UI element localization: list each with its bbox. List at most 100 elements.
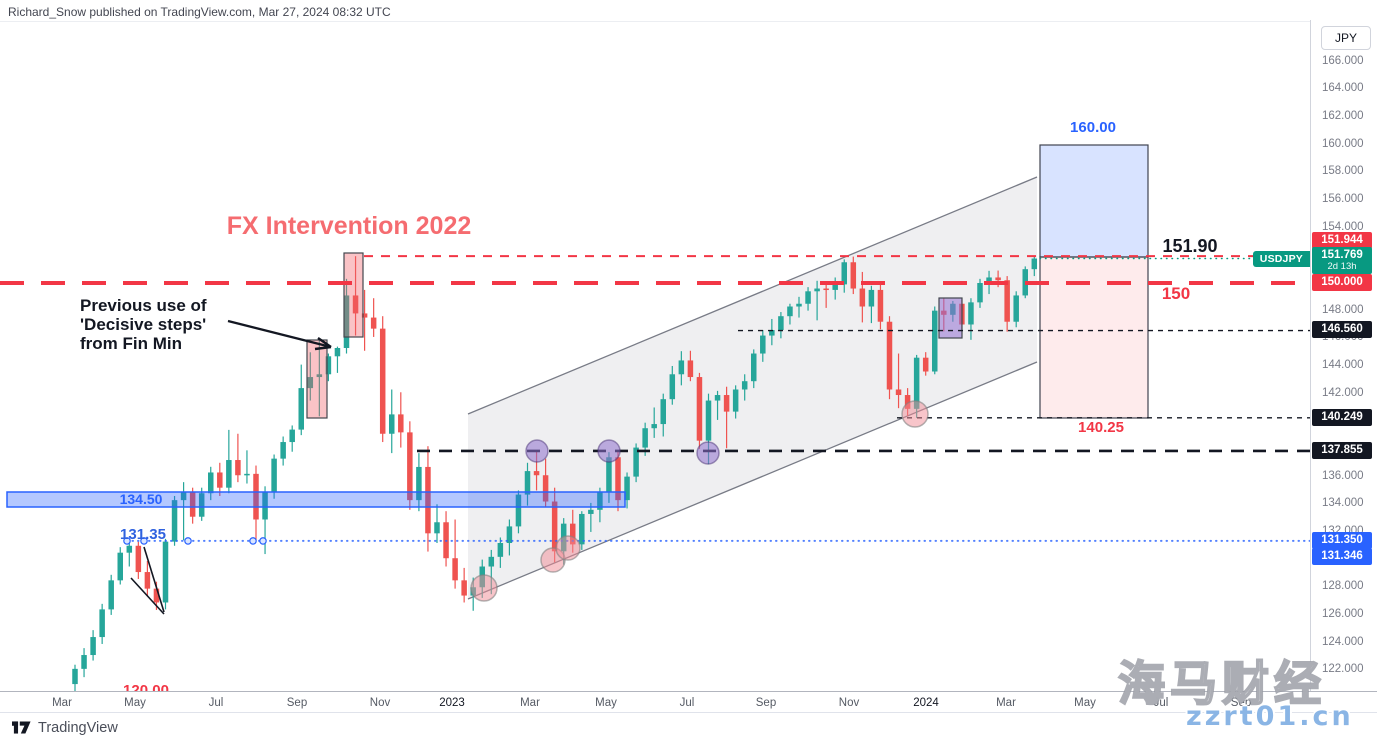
candle: [171, 500, 178, 542]
support-140-25-label: 140.25: [1078, 419, 1124, 436]
candle: [253, 473, 259, 520]
candle: [859, 288, 866, 307]
candle: [579, 513, 585, 545]
watermark-cjk: 海马财经: [1117, 656, 1326, 713]
time-label-month: Nov: [369, 697, 391, 709]
target-zone-160: [1039, 144, 1149, 258]
candle: [370, 317, 377, 329]
flag-trendline: [143, 546, 165, 613]
candle: [307, 377, 314, 389]
candle: [968, 302, 974, 325]
candle: [416, 466, 422, 501]
time-label-month: Jul: [1153, 697, 1169, 709]
candle: [922, 357, 929, 372]
candle: [705, 400, 712, 441]
target-160-label: 160.00: [1070, 119, 1116, 136]
candle: [651, 424, 657, 429]
candle: [1004, 280, 1010, 322]
price-tick: 154.000: [1322, 220, 1364, 233]
candle: [117, 552, 123, 581]
candle: [189, 491, 196, 517]
candle: [524, 471, 531, 495]
time-label-month: Sep: [1230, 697, 1252, 709]
tradingview-brand-text[interactable]: TradingView: [38, 719, 118, 736]
candle: [823, 288, 829, 291]
candle: [904, 395, 911, 409]
candle: [877, 289, 884, 322]
candle: [687, 360, 694, 378]
watermark-url: zzrt01.cn: [1186, 701, 1354, 732]
price-tick: 144.000: [1322, 358, 1364, 371]
time-label-month: Sep: [286, 697, 308, 709]
candle: [805, 291, 811, 304]
line-anchor-point: [123, 537, 131, 545]
chart-plot-area: FX Intervention 2022 Previous use of 'Dec…: [0, 119, 1310, 691]
trend-channel-upper-line: [467, 176, 1038, 415]
candle: [361, 313, 368, 318]
candle: [461, 580, 467, 596]
footer-divider: [0, 712, 1377, 713]
candle: [551, 501, 558, 552]
candle: [932, 310, 938, 372]
candle: [542, 475, 549, 502]
candle: [986, 277, 992, 283]
candle: [714, 395, 721, 401]
candle: [108, 580, 114, 610]
low-dec-2023: [901, 400, 929, 428]
candle: [533, 471, 540, 476]
candle: [895, 389, 902, 396]
price-axis-border: [1310, 20, 1311, 692]
candle: [217, 472, 223, 488]
time-label-year: 2024: [913, 697, 939, 709]
candle: [379, 328, 386, 434]
candle: [280, 442, 286, 459]
candle: [660, 399, 666, 425]
time-label-year: 2023: [439, 697, 465, 709]
price-tick: 128.000: [1322, 580, 1364, 593]
candle: [814, 288, 820, 292]
pane-top-border: [0, 21, 1310, 22]
candle: [732, 389, 739, 412]
touch-137-may-2023: [597, 439, 621, 463]
candle: [72, 668, 78, 685]
price-tick: 126.000: [1322, 607, 1364, 620]
candle: [787, 306, 793, 317]
candle: [325, 356, 332, 375]
price-tick: 164.000: [1322, 82, 1364, 95]
candle: [588, 509, 594, 514]
candle: [180, 491, 187, 501]
time-label-month: Mar: [996, 697, 1016, 709]
candle: [913, 357, 920, 409]
price-badge-131.350: 131.350: [1312, 532, 1372, 549]
candle: [153, 588, 160, 603]
candle: [597, 491, 603, 510]
candle: [977, 283, 983, 303]
low-jan-2023: [470, 574, 498, 602]
candle: [398, 414, 404, 433]
candle: [760, 335, 766, 354]
candle: [1013, 295, 1019, 322]
decisive-steps-note: Previous use of 'Decisive steps' from Fi…: [80, 296, 207, 354]
candle: [633, 447, 639, 477]
candle: [244, 473, 250, 476]
price-tick: 122.000: [1322, 663, 1364, 676]
candle: [488, 556, 495, 567]
currency-toggle-button[interactable]: JPY: [1321, 26, 1371, 50]
annotation-arrow-head: [314, 337, 332, 351]
symbol-price-label: USDJPY: [1252, 251, 1310, 267]
candle: [316, 374, 323, 378]
candle: [886, 321, 893, 390]
candle: [615, 457, 621, 501]
candle: [778, 316, 784, 331]
candle: [208, 472, 214, 494]
candle: [389, 414, 395, 434]
tradingview-logo-icon: [12, 721, 31, 734]
risk-zone-140-25: [1039, 256, 1149, 419]
publish-byline: Richard_Snow published on TradingView.co…: [8, 5, 391, 19]
time-label-month: Mar: [520, 697, 540, 709]
candle: [850, 262, 857, 289]
line-anchor-point: [184, 537, 192, 545]
candle: [741, 381, 748, 390]
candle: [425, 466, 431, 534]
